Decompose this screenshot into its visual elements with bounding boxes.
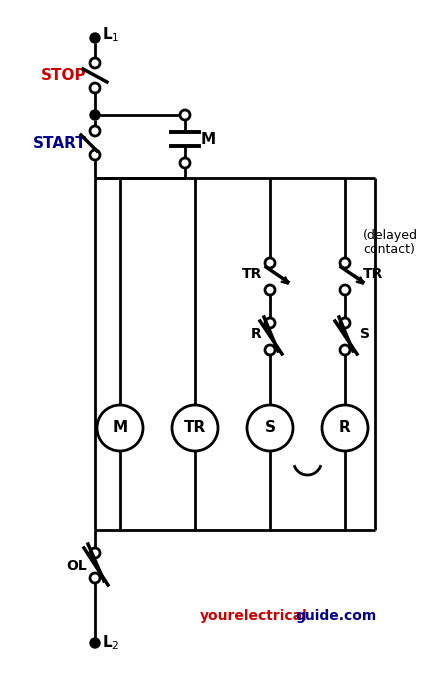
Text: S: S bbox=[360, 327, 370, 341]
Text: (delayed: (delayed bbox=[363, 228, 418, 242]
Circle shape bbox=[265, 318, 275, 328]
Circle shape bbox=[90, 110, 100, 120]
Circle shape bbox=[172, 405, 218, 451]
Circle shape bbox=[97, 405, 143, 451]
Circle shape bbox=[90, 150, 100, 160]
Circle shape bbox=[180, 110, 190, 120]
Text: guide.com: guide.com bbox=[295, 609, 376, 623]
Circle shape bbox=[322, 405, 368, 451]
Circle shape bbox=[90, 638, 100, 648]
Text: L$_1$: L$_1$ bbox=[102, 26, 120, 45]
Text: R: R bbox=[339, 420, 351, 436]
Circle shape bbox=[247, 405, 293, 451]
Circle shape bbox=[265, 258, 275, 268]
Circle shape bbox=[340, 285, 350, 295]
Circle shape bbox=[265, 345, 275, 355]
Text: OL: OL bbox=[66, 558, 87, 572]
Circle shape bbox=[265, 285, 275, 295]
Text: M: M bbox=[113, 420, 128, 436]
Circle shape bbox=[90, 33, 100, 43]
Text: L$_2$: L$_2$ bbox=[102, 634, 120, 653]
Circle shape bbox=[90, 548, 100, 558]
Circle shape bbox=[180, 158, 190, 168]
Circle shape bbox=[90, 58, 100, 68]
Circle shape bbox=[90, 126, 100, 136]
Circle shape bbox=[340, 318, 350, 328]
Text: yourelectrical: yourelectrical bbox=[200, 609, 308, 623]
Text: R: R bbox=[251, 327, 262, 341]
Circle shape bbox=[90, 83, 100, 93]
Circle shape bbox=[340, 258, 350, 268]
Text: S: S bbox=[264, 420, 276, 436]
Circle shape bbox=[90, 573, 100, 583]
Text: STOP: STOP bbox=[41, 68, 87, 83]
Text: contact): contact) bbox=[363, 242, 415, 255]
Text: START: START bbox=[33, 135, 87, 151]
Text: M: M bbox=[201, 131, 216, 147]
Text: TR: TR bbox=[241, 267, 262, 281]
Text: TR: TR bbox=[363, 267, 383, 281]
Text: TR: TR bbox=[184, 420, 206, 436]
Circle shape bbox=[340, 345, 350, 355]
